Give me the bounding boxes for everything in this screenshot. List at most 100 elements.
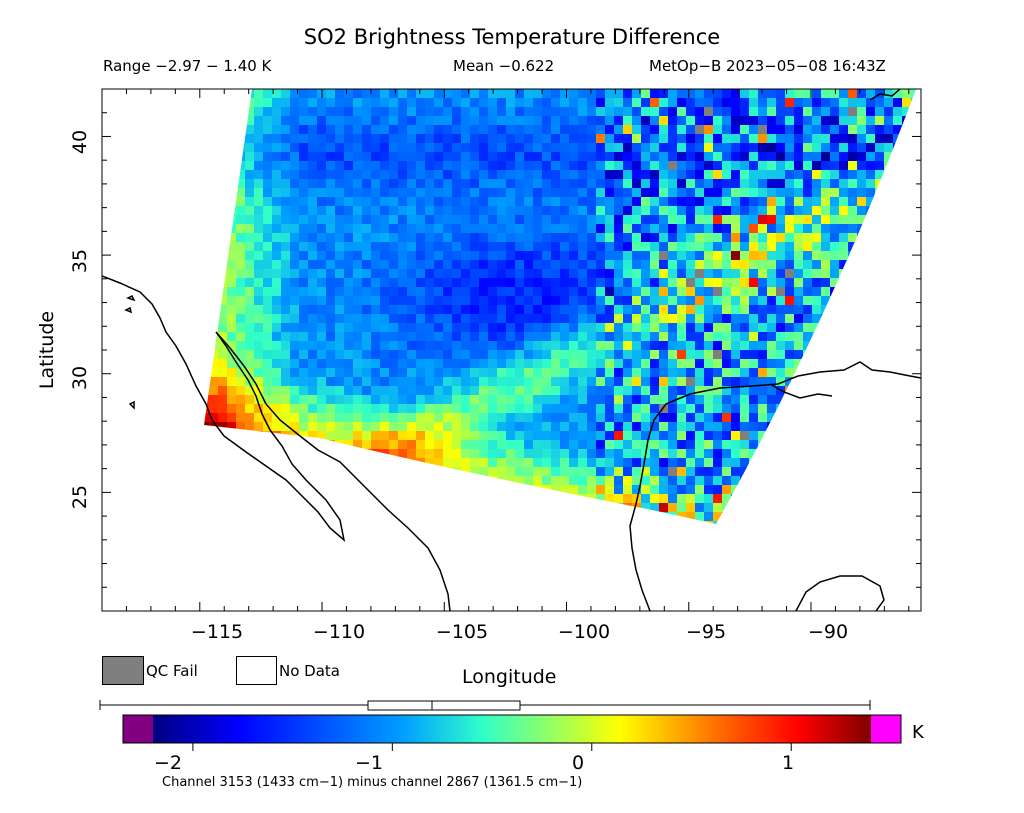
swath-pixel — [686, 449, 695, 458]
swath-pixel — [362, 314, 371, 323]
swath-pixel — [407, 224, 416, 233]
swath-pixel — [911, 89, 916, 98]
swath-pixel — [668, 242, 677, 251]
swath-pixel — [587, 116, 596, 125]
swath-pixel — [722, 269, 731, 278]
swath-pixel — [452, 278, 461, 287]
swath-pixel — [461, 107, 470, 116]
colorbar-tick-label: −2 — [153, 752, 183, 774]
swath-pixel — [821, 179, 830, 188]
swath-pixel — [587, 260, 596, 269]
swath-pixel — [506, 143, 515, 152]
swath-pixel — [848, 134, 857, 143]
swath-pixel — [695, 152, 704, 161]
swath-pixel — [623, 323, 632, 332]
swath-pixel — [650, 350, 659, 359]
swath-pixel — [614, 467, 623, 476]
swath-pixel — [335, 341, 344, 350]
swath-pixel — [596, 494, 605, 503]
swath-pixel — [758, 395, 767, 404]
swath-pixel — [272, 323, 281, 332]
swath-pixel — [614, 161, 623, 170]
swath-pixel — [362, 215, 371, 224]
swath-pixel — [641, 440, 650, 449]
swath-pixel — [515, 98, 524, 107]
swath-pixel — [497, 440, 506, 449]
swath-pixel — [776, 323, 785, 332]
swath-pixel — [551, 287, 560, 296]
swath-pixel — [830, 242, 839, 251]
swath-pixel — [704, 341, 713, 350]
swath-pixel — [488, 197, 497, 206]
swath-pixel — [596, 116, 605, 125]
swath-pixel — [452, 413, 461, 422]
swath-pixel — [614, 89, 623, 98]
swath-pixel — [353, 242, 362, 251]
swath-pixel — [407, 431, 416, 440]
swath-pixel — [659, 341, 668, 350]
swath-pixel — [785, 359, 794, 368]
swath-pixel — [506, 107, 515, 116]
swath-pixel — [605, 395, 614, 404]
swath-pixel — [308, 161, 317, 170]
swath-pixel — [533, 179, 542, 188]
swath-pixel — [632, 395, 641, 404]
swath-pixel — [821, 125, 830, 134]
swath-pixel — [245, 134, 254, 143]
swath-pixel — [551, 476, 560, 485]
swath-pixel — [551, 242, 560, 251]
swath-pixel — [578, 296, 587, 305]
swath-pixel — [506, 179, 515, 188]
swath-pixel — [308, 116, 317, 125]
swath-pixel — [515, 116, 524, 125]
swath-pixel — [326, 422, 335, 431]
swath-pixel — [254, 314, 263, 323]
swath-pixel — [560, 332, 569, 341]
swath-pixel — [470, 242, 479, 251]
swath-pixel — [515, 314, 524, 323]
swath-pixel — [317, 305, 326, 314]
swath-pixel — [767, 170, 776, 179]
swath-pixel — [677, 161, 686, 170]
swath-pixel — [830, 278, 839, 287]
swath-pixel — [398, 107, 407, 116]
swath-pixel — [758, 341, 767, 350]
swath-pixel — [254, 233, 263, 242]
swath-pixel — [578, 314, 587, 323]
swath-pixel — [470, 89, 479, 98]
swath-pixel — [605, 413, 614, 422]
swath-pixel — [407, 278, 416, 287]
swath-pixel — [596, 467, 605, 476]
swath-pixel — [470, 386, 479, 395]
swath-pixel — [452, 287, 461, 296]
swath-pixel — [650, 251, 659, 260]
swath-pixel — [380, 215, 389, 224]
swath-pixel — [758, 278, 767, 287]
swath-pixel — [407, 161, 416, 170]
swath-pixel — [227, 260, 236, 269]
swath-pixel — [722, 314, 731, 323]
swath-pixel — [353, 413, 362, 422]
swath-pixel — [740, 170, 749, 179]
swath-pixel — [479, 296, 488, 305]
swath-pixel — [407, 440, 416, 449]
swath-pixel — [299, 242, 308, 251]
swath-pixel — [578, 107, 587, 116]
swath-pixel — [551, 395, 560, 404]
swath-pixel — [551, 305, 560, 314]
swath-pixel — [245, 323, 254, 332]
swath-pixel — [767, 116, 776, 125]
swath-pixel — [641, 278, 650, 287]
swath-pixel — [659, 161, 668, 170]
swath-pixel — [560, 287, 569, 296]
swath-pixel — [713, 458, 722, 467]
swath-pixel — [740, 233, 749, 242]
swath-pixel — [686, 134, 695, 143]
swath-pixel — [587, 422, 596, 431]
swath-pixel — [353, 233, 362, 242]
swath-pixel — [389, 404, 398, 413]
swath-pixel — [596, 377, 605, 386]
swath-pixel — [551, 161, 560, 170]
swath-pixel — [686, 179, 695, 188]
swath-pixel — [740, 368, 749, 377]
